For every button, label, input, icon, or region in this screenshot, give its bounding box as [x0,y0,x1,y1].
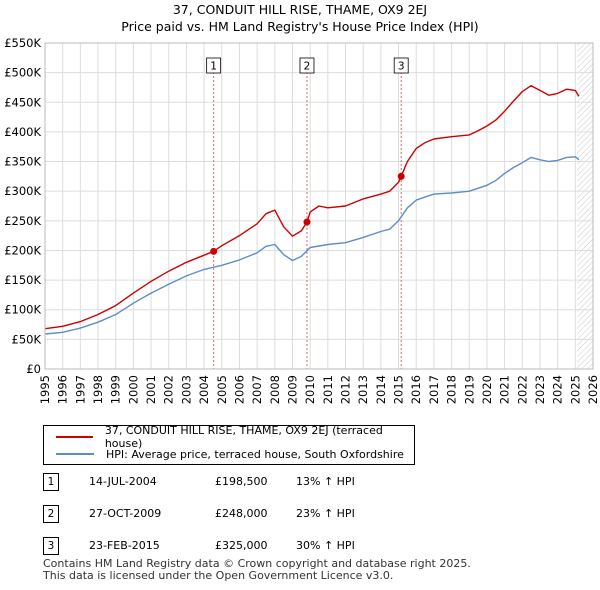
transaction-label: 2 [304,61,311,73]
x-tick-label: 2007 [250,375,264,404]
transaction-marker-label: 1 [43,473,59,491]
transaction-hpi: 13% ↑ HPI [296,475,355,488]
y-tick-label: £300K [4,184,41,198]
y-tick-label: £0 [26,362,41,376]
transaction-hpi: 23% ↑ HPI [296,507,355,520]
x-tick-label: 1997 [73,375,87,404]
transaction-label-box [299,57,315,74]
x-tick-label: 2001 [144,375,158,404]
legend-hpi-swatch [56,453,94,455]
transaction-marker-label: 3 [43,537,59,555]
x-tick-label: 2002 [162,375,176,404]
table-row: 1 14-JUL-2004 £198,500 13% ↑ HPI [0,473,600,493]
transaction-point [397,172,405,180]
chart-legend: 37, CONDUIT HILL RISE, THAME, OX9 2EJ (t… [43,424,415,465]
x-tick-label: 2010 [303,375,317,404]
legend-hpi-label: HPI: Average price, terraced house, Sout… [106,447,404,461]
transaction-price: £198,500 [215,475,268,488]
y-tick-label: £350K [4,155,41,169]
chart-subtitle: Price paid vs. HM Land Registry's House … [121,19,479,34]
property-price-line [44,84,580,330]
future-hatch-region [577,43,593,369]
transaction-point [303,218,311,226]
x-tick-label: 2024 [551,375,565,404]
x-tick-label: 2004 [197,375,211,404]
x-tick-label: 2009 [285,375,299,404]
x-tick-label: 2005 [215,375,229,404]
x-tick-label: 1999 [109,375,123,404]
y-tick-label: £450K [4,95,41,109]
transaction-date: 23-FEB-2015 [89,539,160,552]
footer-attribution: Contains HM Land Registry data © Crown c… [43,558,471,582]
x-tick-label: 2023 [533,375,547,404]
transaction-marker-label: 2 [43,505,59,523]
y-tick-label: £50K [12,332,42,346]
x-tick-label: 2018 [445,375,459,404]
x-tick-label: 1998 [91,375,105,404]
transaction-price: £325,000 [215,539,268,552]
x-tick-label: 2015 [392,375,406,404]
x-tick-label: 2025 [568,375,582,404]
plot-frame [44,42,594,370]
x-tick-label: 2012 [339,375,353,404]
legend-item-property: 37, CONDUIT HILL RISE, THAME, OX9 2EJ (t… [44,424,414,450]
x-tick-label: 2021 [498,375,512,404]
legend-property-swatch [56,436,93,438]
transaction-hpi: 30% ↑ HPI [296,539,355,552]
y-tick-label: £500K [4,66,41,80]
price-chart: £0 £50K £100K £150K £200K £250K £300K £350K £400… [4,36,600,404]
transaction-date: 27-OCT-2009 [89,507,162,520]
chart-title: 37, CONDUIT HILL RISE, THAME, OX9 2EJ [172,2,428,17]
y-tick-label: £550K [4,36,41,50]
table-row: 3 23-FEB-2015 £325,000 30% ↑ HPI [0,537,600,557]
x-tick-label: 2011 [321,375,335,404]
y-tick-label: £100K [4,303,41,317]
transaction-label-box [393,57,409,74]
x-tick-label: 2019 [462,375,476,404]
x-tick-label: 2026 [586,375,600,404]
x-tick-label: 2006 [232,375,246,404]
x-tick-label: 1995 [38,375,52,404]
x-tick-label: 2008 [268,375,282,404]
transaction-label: 3 [398,61,405,73]
legend-item-hpi: HPI: Average price, terraced house, Sout… [44,446,404,462]
footer-copyright: Contains HM Land Registry data © Crown c… [43,557,471,570]
transaction-label: 1 [210,61,217,73]
x-tick-label: 2022 [515,375,529,404]
y-tick-label: £200K [4,243,41,257]
x-tick-label: 2016 [409,375,423,404]
x-tick-label: 2013 [356,375,370,404]
x-tick-label: 2003 [179,375,193,404]
transaction-point [210,247,218,255]
x-tick-label: 2000 [126,375,140,404]
x-tick-label: 1996 [56,375,70,404]
y-tick-label: £150K [4,273,41,287]
x-tick-label: 2014 [374,375,388,404]
transaction-date: 14-JUL-2004 [89,475,157,488]
transaction-price: £248,000 [215,507,268,520]
transaction-label-box [206,57,222,74]
y-tick-label: £250K [4,214,41,228]
x-tick-label: 2020 [480,375,494,404]
legend-property-label: 37, CONDUIT HILL RISE, THAME, OX9 2EJ (t… [104,424,383,450]
hpi-line [44,156,580,335]
footer-licence: This data is licensed under the Open Gov… [43,569,394,582]
table-row: 2 27-OCT-2009 £248,000 23% ↑ HPI [0,505,600,525]
x-tick-label: 2017 [427,375,441,404]
y-tick-label: £400K [4,125,41,139]
